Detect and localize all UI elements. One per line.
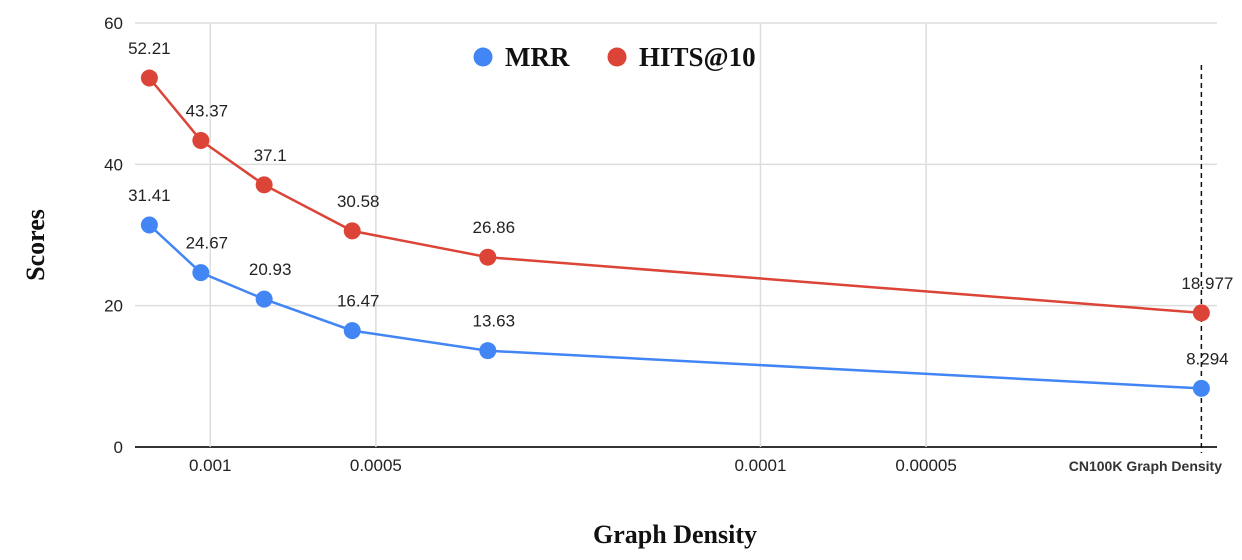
mrr-line	[148, 224, 1202, 390]
data-point	[255, 290, 273, 308]
data-label: 18.977	[1181, 274, 1233, 293]
data-label: 43.37	[186, 102, 229, 121]
data-label: 16.47	[337, 292, 380, 311]
data-point	[1192, 379, 1210, 397]
data-label: 24.67	[186, 234, 229, 253]
y-tick-label: 20	[104, 297, 123, 316]
data-label: 13.63	[473, 312, 516, 331]
data-point	[343, 222, 361, 240]
x-tick-label: 0.00005	[895, 456, 956, 475]
legend-marker	[473, 47, 493, 67]
data-label: 26.86	[473, 218, 516, 237]
cn100k-density-label: CN100K Graph Density	[1069, 458, 1222, 474]
data-point	[479, 248, 497, 266]
data-label: 31.41	[128, 186, 171, 205]
data-point	[343, 322, 361, 340]
x-tick-label: 0.0005	[350, 456, 402, 475]
x-tick-label: 0.001	[189, 456, 232, 475]
hits-10-line	[148, 77, 1202, 315]
legend-marker	[607, 47, 627, 67]
legend-label: HITS@10	[639, 42, 756, 72]
data-point	[255, 176, 273, 194]
data-label: 30.58	[337, 192, 380, 211]
x-axis-label: Graph Density	[593, 520, 757, 549]
data-label: 52.21	[128, 39, 171, 58]
data-point	[140, 69, 158, 87]
x-tick-label: 0.0001	[734, 456, 786, 475]
data-point	[192, 132, 210, 150]
data-point	[479, 342, 497, 360]
y-tick-label: 0	[114, 438, 123, 457]
data-point	[140, 216, 158, 234]
data-label: 8.294	[1186, 349, 1229, 368]
data-point	[1192, 304, 1210, 322]
y-tick-label: 60	[104, 14, 123, 33]
y-tick-label: 40	[104, 155, 123, 174]
data-label: 20.93	[249, 260, 292, 279]
legend: MRR HITS@10	[473, 42, 756, 72]
data-label: 37.1	[254, 146, 287, 165]
y-axis-label: Scores	[21, 209, 50, 281]
data-point	[192, 264, 210, 282]
legend-label: MRR	[505, 42, 570, 72]
